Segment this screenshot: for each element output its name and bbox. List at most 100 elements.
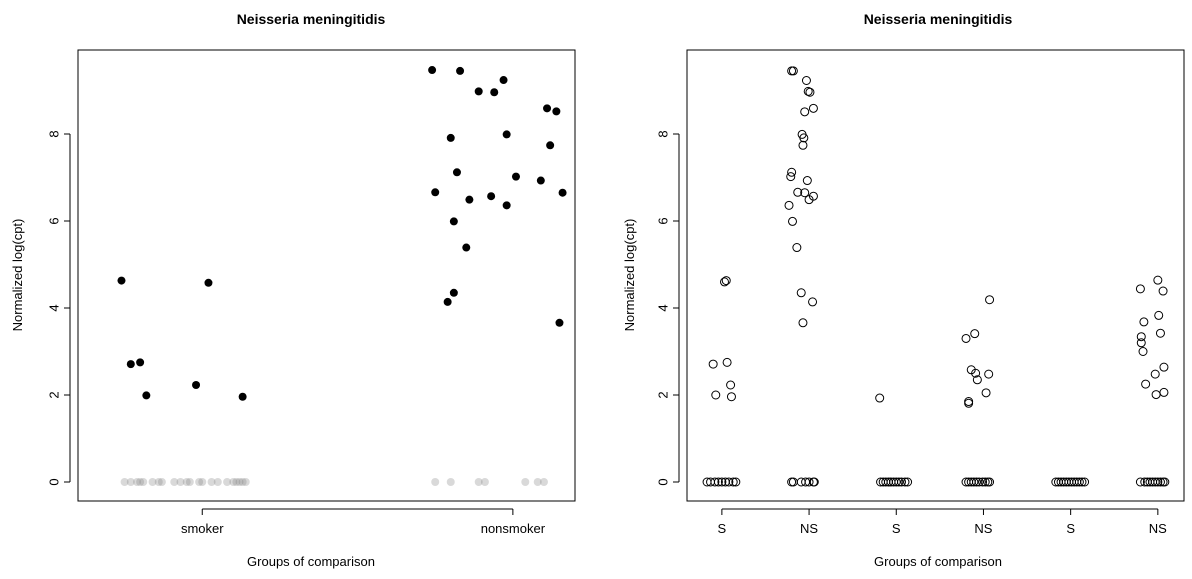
chart-left-plot-frame bbox=[77, 49, 576, 502]
data-point bbox=[805, 87, 815, 97]
data-point bbox=[971, 477, 981, 487]
y-tick-label: 2 bbox=[656, 391, 671, 398]
data-point bbox=[798, 140, 808, 150]
data-point bbox=[788, 66, 798, 76]
data-point bbox=[1155, 328, 1165, 338]
data-point bbox=[474, 87, 483, 96]
x-tick-label: S bbox=[718, 521, 727, 536]
data-point bbox=[490, 88, 499, 97]
data-point bbox=[213, 478, 222, 486]
data-point bbox=[787, 167, 797, 177]
data-point bbox=[452, 168, 461, 177]
data-point bbox=[185, 478, 194, 486]
data-point bbox=[784, 200, 794, 210]
data-point bbox=[546, 141, 555, 150]
x-tick-label: NS bbox=[1149, 521, 1167, 536]
data-point bbox=[808, 103, 818, 113]
data-point bbox=[543, 104, 552, 113]
data-point bbox=[1153, 275, 1163, 285]
data-point bbox=[900, 477, 910, 487]
data-point bbox=[1159, 387, 1169, 397]
data-point bbox=[792, 243, 802, 253]
data-point bbox=[431, 188, 440, 197]
chart-left-x-axis: smoker nonsmoker bbox=[181, 508, 546, 536]
data-point bbox=[717, 477, 727, 487]
data-point bbox=[964, 398, 974, 408]
data-point bbox=[985, 477, 995, 487]
chart-right-y-axis-label: Normalized log(cpt) bbox=[622, 219, 637, 332]
data-point bbox=[721, 276, 731, 286]
data-point bbox=[133, 478, 142, 486]
data-point bbox=[793, 187, 803, 197]
data-point bbox=[801, 75, 811, 85]
data-point bbox=[896, 477, 906, 487]
data-point bbox=[726, 392, 736, 402]
data-point bbox=[903, 477, 913, 487]
data-point bbox=[238, 392, 247, 401]
data-point bbox=[487, 192, 496, 201]
data-point bbox=[446, 133, 455, 142]
data-point bbox=[978, 477, 988, 487]
data-point bbox=[223, 478, 232, 486]
data-point bbox=[711, 390, 721, 400]
data-point bbox=[985, 295, 995, 305]
data-point bbox=[443, 297, 452, 306]
data-point bbox=[1154, 310, 1164, 320]
data-point bbox=[969, 477, 979, 487]
data-point bbox=[1160, 477, 1170, 487]
data-point bbox=[192, 380, 201, 389]
data-point bbox=[142, 391, 151, 400]
data-point bbox=[1074, 477, 1084, 487]
data-point bbox=[722, 357, 732, 367]
data-point bbox=[708, 359, 718, 369]
data-point bbox=[726, 380, 736, 390]
data-point bbox=[136, 358, 145, 367]
data-point bbox=[117, 276, 126, 285]
data-point bbox=[126, 360, 135, 369]
y-tick-label: 4 bbox=[47, 304, 62, 311]
data-point bbox=[533, 478, 542, 486]
y-tick-label: 6 bbox=[47, 217, 62, 224]
data-point bbox=[802, 176, 812, 186]
data-point bbox=[539, 478, 548, 486]
chart-left-y-axis-label: Normalized log(cpt) bbox=[10, 219, 25, 332]
y-tick-label: 8 bbox=[656, 130, 671, 137]
data-point bbox=[804, 477, 814, 487]
data-point bbox=[465, 195, 474, 204]
data-point bbox=[724, 477, 734, 487]
data-point bbox=[198, 478, 207, 486]
data-point bbox=[552, 107, 561, 116]
data-point bbox=[521, 478, 530, 486]
data-point bbox=[891, 477, 901, 487]
chart-left-title: Neisseria meningitidis bbox=[237, 11, 386, 27]
x-tick-label: S bbox=[1066, 521, 1075, 536]
data-point bbox=[894, 477, 904, 487]
x-tick-label: NS bbox=[800, 521, 818, 536]
data-point bbox=[235, 478, 244, 486]
data-point bbox=[1077, 477, 1087, 487]
data-point bbox=[1080, 477, 1090, 487]
data-point bbox=[428, 66, 437, 75]
chart-right-x-axis-label: Groups of comparison bbox=[874, 554, 1002, 569]
data-point bbox=[804, 195, 814, 205]
data-point bbox=[499, 76, 508, 85]
data-point bbox=[981, 388, 991, 398]
y-tick-label: 8 bbox=[47, 130, 62, 137]
data-point bbox=[971, 368, 981, 378]
data-point bbox=[558, 188, 567, 197]
data-point bbox=[449, 217, 458, 226]
data-point bbox=[803, 86, 813, 96]
data-point bbox=[808, 297, 818, 307]
data-point bbox=[536, 176, 545, 185]
data-point bbox=[788, 216, 798, 226]
chart-right-points bbox=[702, 66, 1170, 487]
data-point bbox=[972, 375, 982, 385]
data-point bbox=[1136, 338, 1146, 348]
x-tick-label: NS bbox=[974, 521, 992, 536]
data-point bbox=[731, 477, 741, 487]
x-tick-label: smoker bbox=[181, 521, 224, 536]
data-point bbox=[229, 478, 238, 486]
data-point bbox=[474, 478, 483, 486]
